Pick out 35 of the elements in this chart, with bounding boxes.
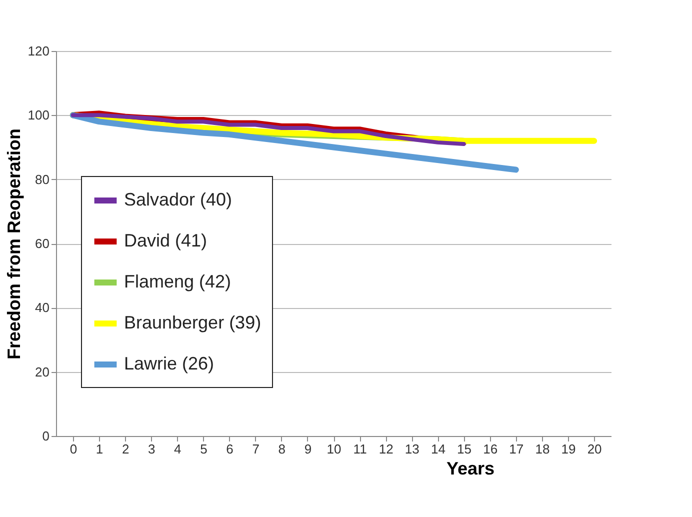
legend-label: Braunberger (39): [124, 312, 262, 332]
y-tick-label: 20: [35, 364, 50, 380]
y-tick-label: 120: [28, 44, 50, 58]
x-tick-label: 19: [561, 442, 576, 456]
legend-label: Flameng (42): [124, 272, 232, 292]
x-tick-label: 5: [200, 442, 208, 456]
legend-label: Salvador (40): [124, 190, 232, 210]
x-tick-label: 6: [226, 442, 234, 456]
x-axis-title: Years: [446, 458, 495, 478]
x-tick-label: 15: [457, 442, 472, 456]
x-tick-label: 0: [70, 442, 78, 456]
legend-label: Lawrie (26): [124, 354, 214, 374]
x-tick-label: 13: [404, 442, 420, 456]
x-tick-label: 9: [304, 442, 312, 456]
y-tick-label: 0: [42, 428, 50, 444]
x-tick-label: 16: [483, 442, 498, 456]
x-tick-label: 10: [326, 442, 342, 456]
y-tick-label: 100: [28, 108, 50, 123]
x-tick-label: 2: [122, 442, 130, 456]
x-tick-label: 17: [509, 442, 524, 456]
x-tick-label: 14: [430, 442, 446, 456]
y-axis-title: Freedom from Reoperation: [4, 128, 24, 360]
x-tick-label: 11: [353, 442, 367, 456]
x-tick-label: 18: [535, 442, 550, 456]
x-tick-label: 20: [587, 442, 602, 456]
legend-label: David (41): [124, 230, 208, 250]
x-tick-label: 4: [174, 442, 182, 456]
x-tick-label: 7: [252, 442, 260, 456]
y-tick-label: 60: [35, 236, 50, 251]
x-tick-label: 3: [148, 442, 156, 456]
x-tick-label: 8: [278, 442, 286, 456]
y-tick-label: 80: [35, 172, 50, 187]
y-tick-label: 40: [35, 300, 50, 316]
x-tick-label: 12: [378, 442, 394, 456]
x-tick-label: 1: [96, 442, 104, 456]
